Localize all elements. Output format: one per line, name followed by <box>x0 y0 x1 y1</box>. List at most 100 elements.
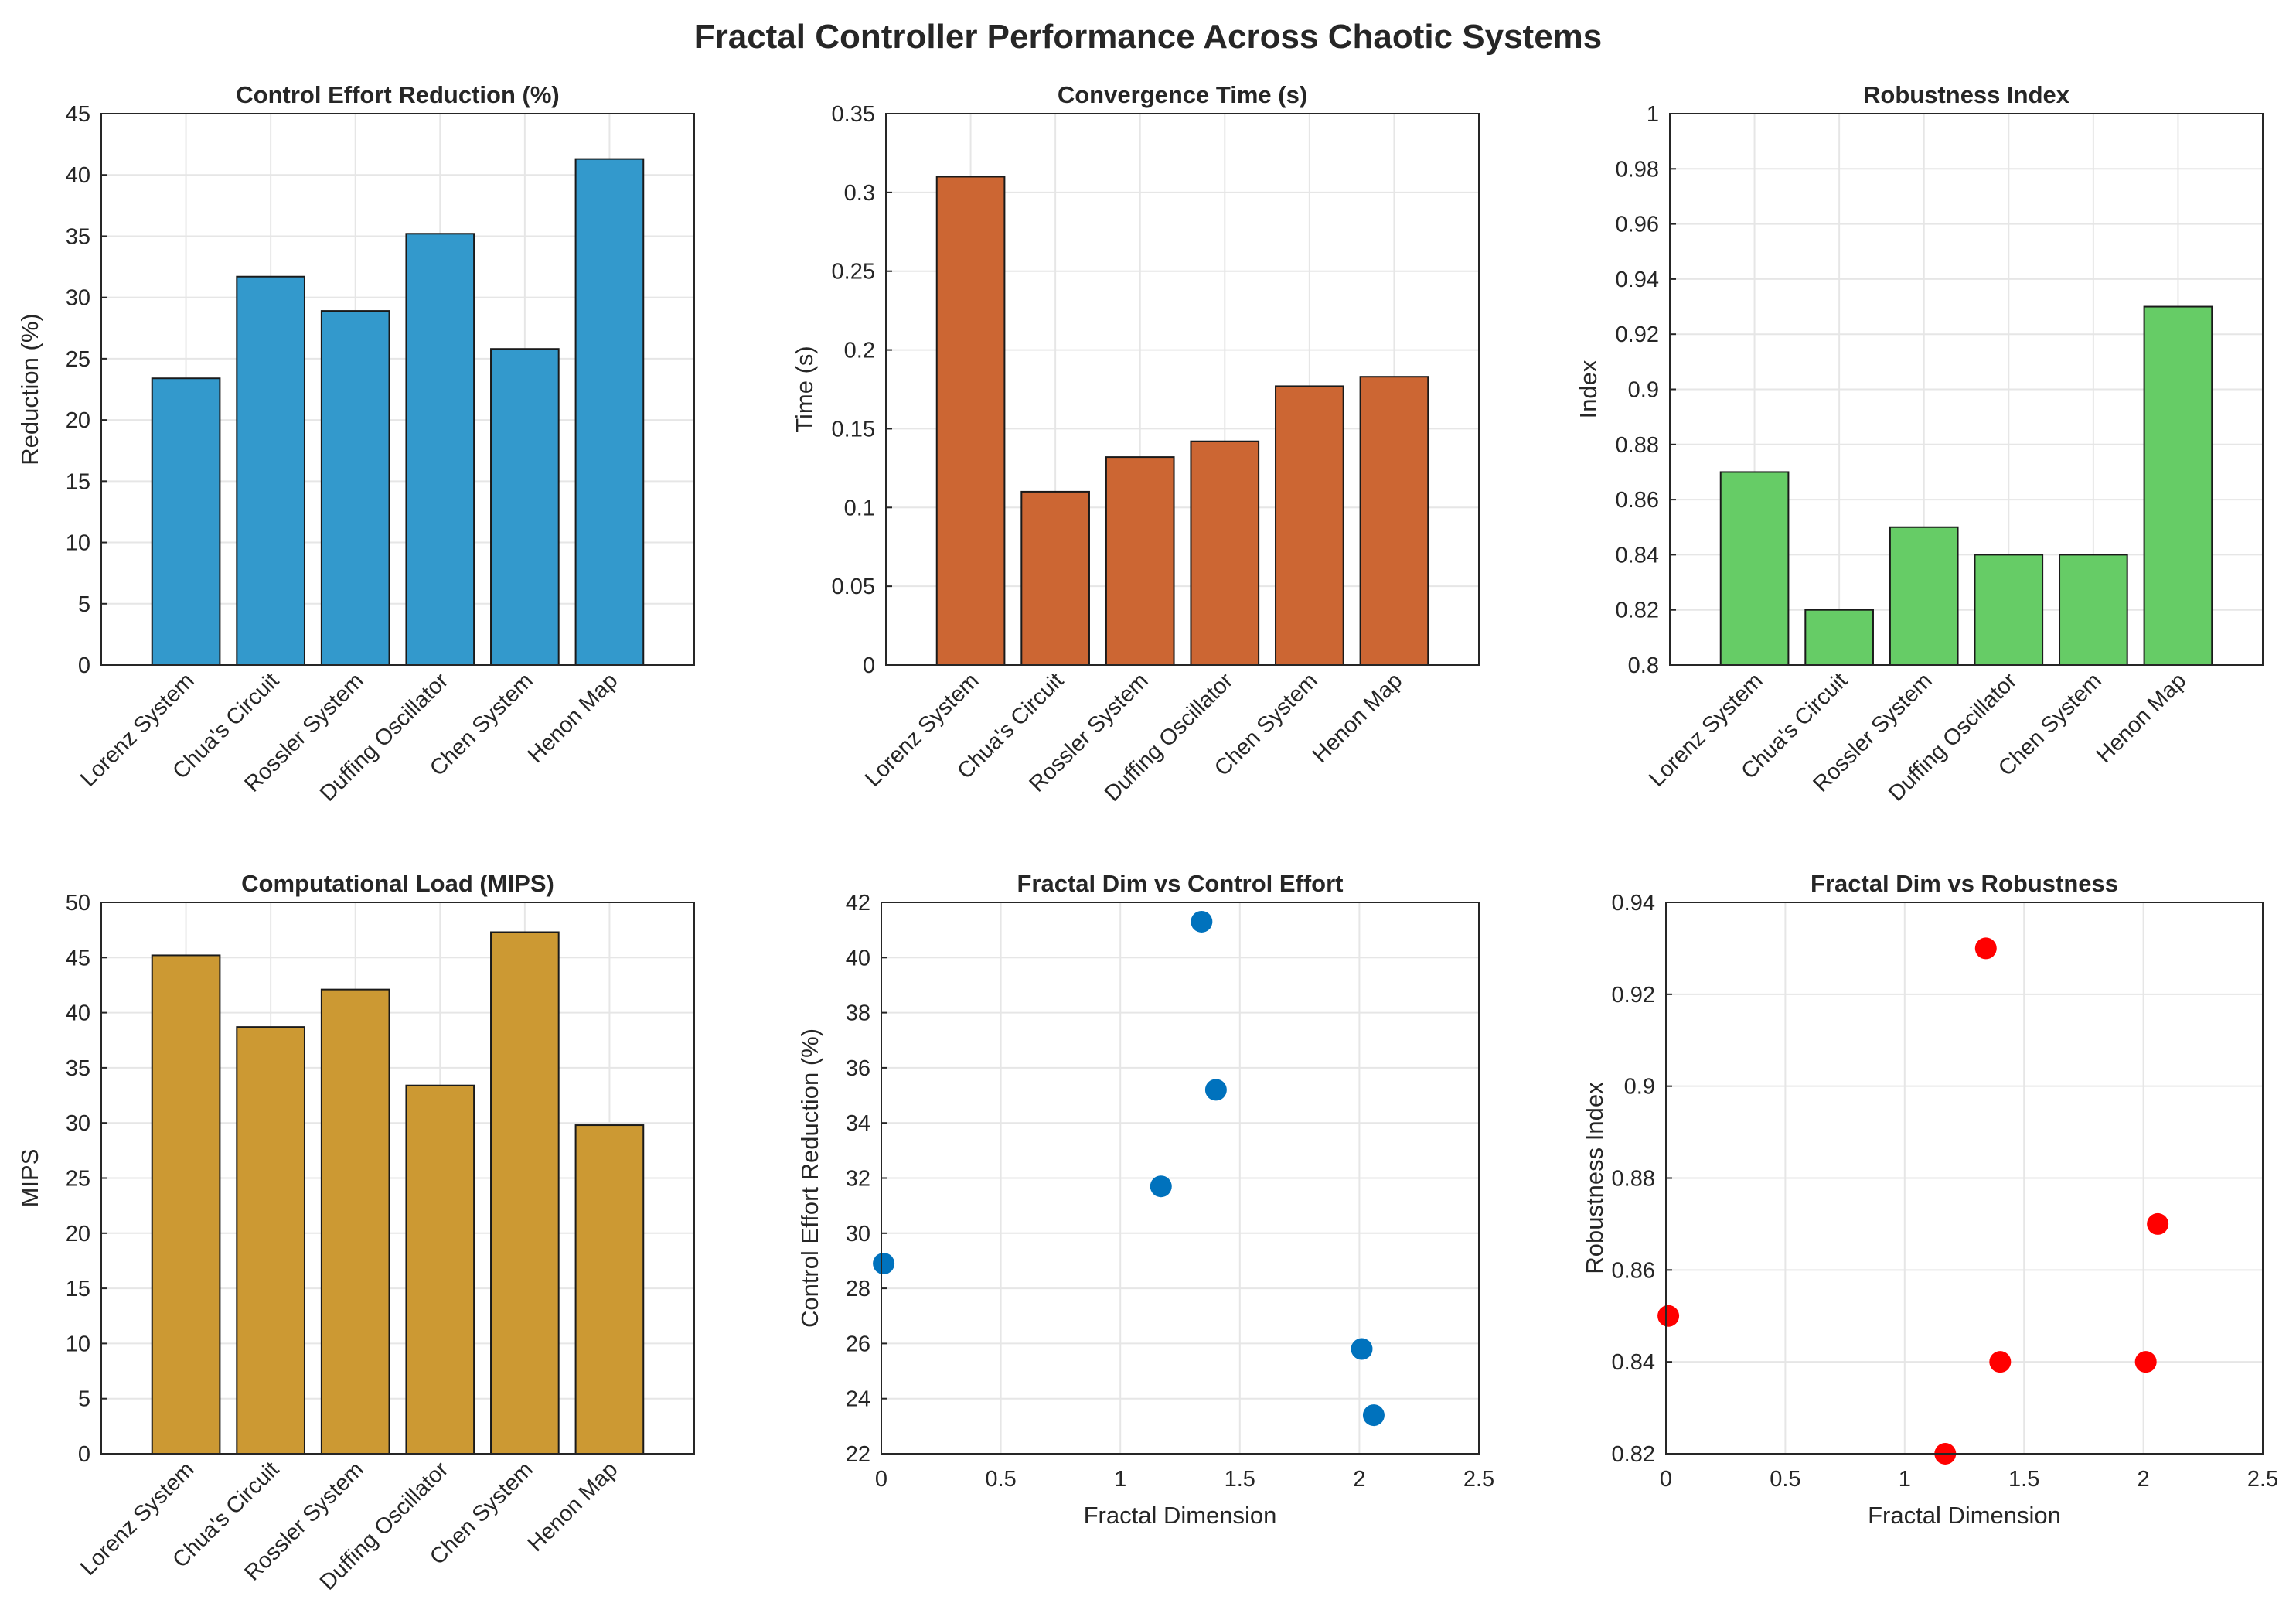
y-tick-label: 30 <box>66 1111 90 1136</box>
x-tick-label: 0 <box>875 1467 887 1492</box>
y-tick-label: 0.15 <box>832 417 875 442</box>
y-tick-label: 0.3 <box>844 181 875 206</box>
x-tick-label: 2.5 <box>2247 1467 2278 1492</box>
y-axis-label: Reduction (%) <box>16 313 43 465</box>
y-tick-label: 25 <box>66 1167 90 1192</box>
x-tick-label: 0.5 <box>1770 1467 1800 1492</box>
y-tick-label: 10 <box>66 531 90 556</box>
x-tick-label: 2.5 <box>1463 1467 1494 1492</box>
bar <box>151 377 221 666</box>
y-tick-label: 15 <box>66 1277 90 1301</box>
bar <box>2059 554 2128 667</box>
bar <box>1804 609 1874 667</box>
y-axis-label: MIPS <box>16 1149 43 1208</box>
y-tick-label: 38 <box>846 1001 870 1026</box>
x-tick-label: 1.5 <box>1225 1467 1255 1492</box>
subplot-title: Convergence Time (s) <box>1058 81 1307 108</box>
y-tick-label: 0.86 <box>1616 488 1659 513</box>
y-tick-label: 0.92 <box>1616 322 1659 347</box>
y-tick-label: 34 <box>846 1111 870 1136</box>
y-tick-label: 20 <box>66 1222 90 1247</box>
axes-frame <box>1665 902 2264 1455</box>
y-tick-label: 0 <box>78 653 90 678</box>
y-tick-label: 40 <box>846 946 870 970</box>
y-tick-label: 0.98 <box>1616 157 1659 182</box>
bar <box>490 348 560 666</box>
y-tick-label: 0.84 <box>1612 1350 1655 1375</box>
bar <box>574 1124 645 1455</box>
y-tick-label: 5 <box>78 1387 90 1412</box>
y-tick-label: 0.05 <box>832 575 875 599</box>
y-tick-label: 0.88 <box>1616 433 1659 458</box>
y-tick-label: 0.86 <box>1612 1258 1655 1283</box>
y-tick-label: 0.2 <box>844 339 875 363</box>
y-tick-label: 25 <box>66 347 90 372</box>
x-tick-label: 0.5 <box>985 1467 1016 1492</box>
x-axis-label: Fractal Dimension <box>1868 1502 2061 1529</box>
scatter-point <box>1989 1351 2012 1373</box>
y-tick-label: 0.35 <box>832 102 875 127</box>
bar <box>236 275 305 666</box>
y-tick-label: 0.82 <box>1616 599 1659 623</box>
scatter-point <box>1657 1305 1680 1327</box>
y-tick-label: 1 <box>1647 102 1659 127</box>
bar <box>490 931 560 1455</box>
y-tick-label: 0.92 <box>1612 983 1655 1008</box>
y-axis-label: Time (s) <box>791 346 818 433</box>
x-tick-label: 0 <box>1660 1467 1672 1492</box>
x-tick-label: 1 <box>1114 1467 1126 1492</box>
y-tick-label: 0.8 <box>1628 653 1659 678</box>
bar <box>574 158 645 666</box>
scatter-point <box>1150 1175 1172 1198</box>
y-tick-label: 0.88 <box>1612 1167 1655 1192</box>
y-tick-label: 26 <box>846 1332 870 1356</box>
y-tick-label: 40 <box>66 1001 90 1026</box>
bar <box>1359 376 1429 666</box>
scatter-point <box>2134 1351 2157 1373</box>
scatter-point <box>1204 1079 1227 1101</box>
bar <box>1020 490 1090 667</box>
y-tick-label: 35 <box>66 224 90 249</box>
subplot-title: Robustness Index <box>1863 81 2070 108</box>
subplot-5: 0 0.5 1 1.5 2 2.5 Fractal Dimension 22 24 26 28 30 3… <box>796 870 1494 1529</box>
y-axis-label: Robustness Index <box>1581 1082 1608 1274</box>
scatter-point <box>1362 1404 1385 1427</box>
y-tick-label: 20 <box>66 408 90 433</box>
y-tick-label: 0.9 <box>1624 1075 1655 1100</box>
scatter-point <box>873 1253 895 1275</box>
bar <box>405 233 475 666</box>
x-tick-label: 1 <box>1899 1467 1911 1492</box>
bar <box>320 310 390 666</box>
y-tick-label: 36 <box>846 1056 870 1081</box>
x-tick-label: 2 <box>1353 1467 1365 1492</box>
axes-frame <box>100 113 695 666</box>
y-axis-label: Control Effort Reduction (%) <box>796 1028 823 1328</box>
y-tick-label: 45 <box>66 946 90 970</box>
y-tick-label: 28 <box>846 1277 870 1301</box>
y-tick-label: 0.9 <box>1628 378 1659 403</box>
bar <box>405 1084 475 1455</box>
bar <box>935 176 1006 666</box>
bar <box>1889 526 1959 666</box>
y-tick-label: 0.82 <box>1612 1442 1655 1467</box>
y-tick-label: 40 <box>66 163 90 188</box>
y-axis-label: Index <box>1575 360 1602 418</box>
y-tick-label: 0.1 <box>844 496 875 520</box>
y-tick-label: 0 <box>78 1442 90 1467</box>
bar <box>1719 471 1790 667</box>
bar <box>1105 456 1175 667</box>
y-tick-label: 24 <box>846 1387 870 1412</box>
bar <box>151 954 221 1455</box>
y-tick-label: 0.94 <box>1612 891 1655 916</box>
y-tick-label: 50 <box>66 891 90 916</box>
subplot-title: Fractal Dim vs Robustness <box>1811 870 2118 897</box>
y-tick-label: 0.84 <box>1616 543 1659 568</box>
subplot-title: Computational Load (MIPS) <box>241 870 554 897</box>
bar <box>2143 305 2213 666</box>
x-axis-label: Fractal Dimension <box>1084 1502 1277 1529</box>
bar <box>236 1026 305 1455</box>
x-tick-label: 1.5 <box>2008 1467 2039 1492</box>
